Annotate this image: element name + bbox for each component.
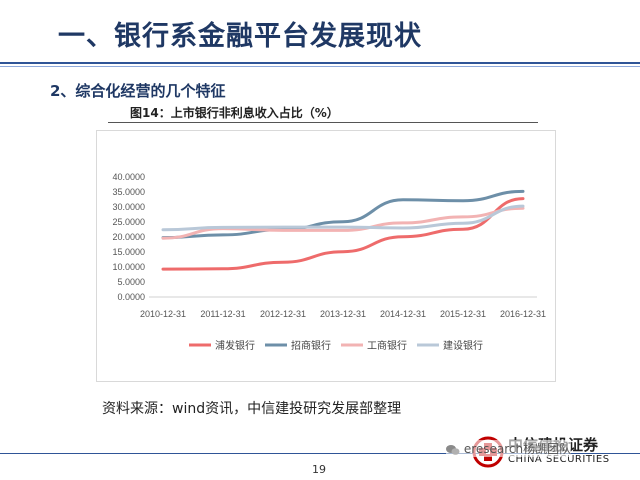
y-tick-label: 5.0000: [117, 277, 145, 287]
legend-label: 建设银行: [443, 339, 483, 352]
series-line-3: [161, 204, 525, 232]
section-heading: 2、综合化经营的几个特征: [50, 82, 226, 100]
y-tick-label: 15.0000: [112, 247, 145, 257]
y-tick-label: 20.0000: [112, 232, 145, 242]
x-tick-label: 2014-12-31: [380, 309, 426, 319]
x-tick-label: 2010-12-31: [140, 309, 186, 319]
x-tick-label: 2012-12-31: [260, 309, 306, 319]
y-tick-label: 0.0000: [117, 292, 145, 302]
y-tick-label: 35.0000: [112, 187, 145, 197]
series-line-1: [161, 189, 525, 240]
watermark-text: eresearch杨凯团队: [463, 442, 572, 456]
y-tick-label: 30.0000: [112, 202, 145, 212]
wechat-icon: [446, 444, 460, 455]
legend-label: 浦发银行: [215, 339, 255, 352]
x-tick-label: 2011-12-31: [200, 309, 245, 319]
x-tick-label: 2015-12-31: [440, 309, 486, 319]
x-tick-label: 2013-12-31: [320, 309, 366, 319]
y-tick-label: 10.0000: [112, 262, 145, 272]
caption-divider: [108, 122, 538, 123]
legend-label: 工商银行: [367, 339, 407, 352]
title-divider-thin: [0, 66, 640, 67]
logo-name-en: CHINA SECURITIES: [508, 454, 610, 465]
legend-label: 招商银行: [291, 339, 331, 352]
page-number: 19: [312, 463, 326, 476]
y-tick-label: 25.0000: [112, 217, 145, 227]
line-chart: 0.0000 5.0000 10.0000 15.0000 20.0000 25.0000…: [112, 172, 546, 352]
y-tick-label: 40.0000: [112, 172, 145, 182]
x-tick-label: 2016-12-31: [500, 309, 546, 319]
source-note: 资料来源：wind资讯，中信建投研究发展部整理: [102, 401, 402, 417]
footer-divider: [0, 453, 640, 454]
slide-title: 一、银行系金融平台发展现状: [58, 21, 422, 52]
series-line-0: [161, 197, 525, 271]
chart-frame: 0.0000 5.0000 10.0000 15.0000 20.0000 25.0000…: [96, 130, 556, 382]
watermark: eresearch杨凯团队: [446, 440, 572, 457]
figure-caption: 图14：上市银行非利息收入占比（%）: [130, 106, 339, 120]
title-divider: [0, 62, 640, 64]
